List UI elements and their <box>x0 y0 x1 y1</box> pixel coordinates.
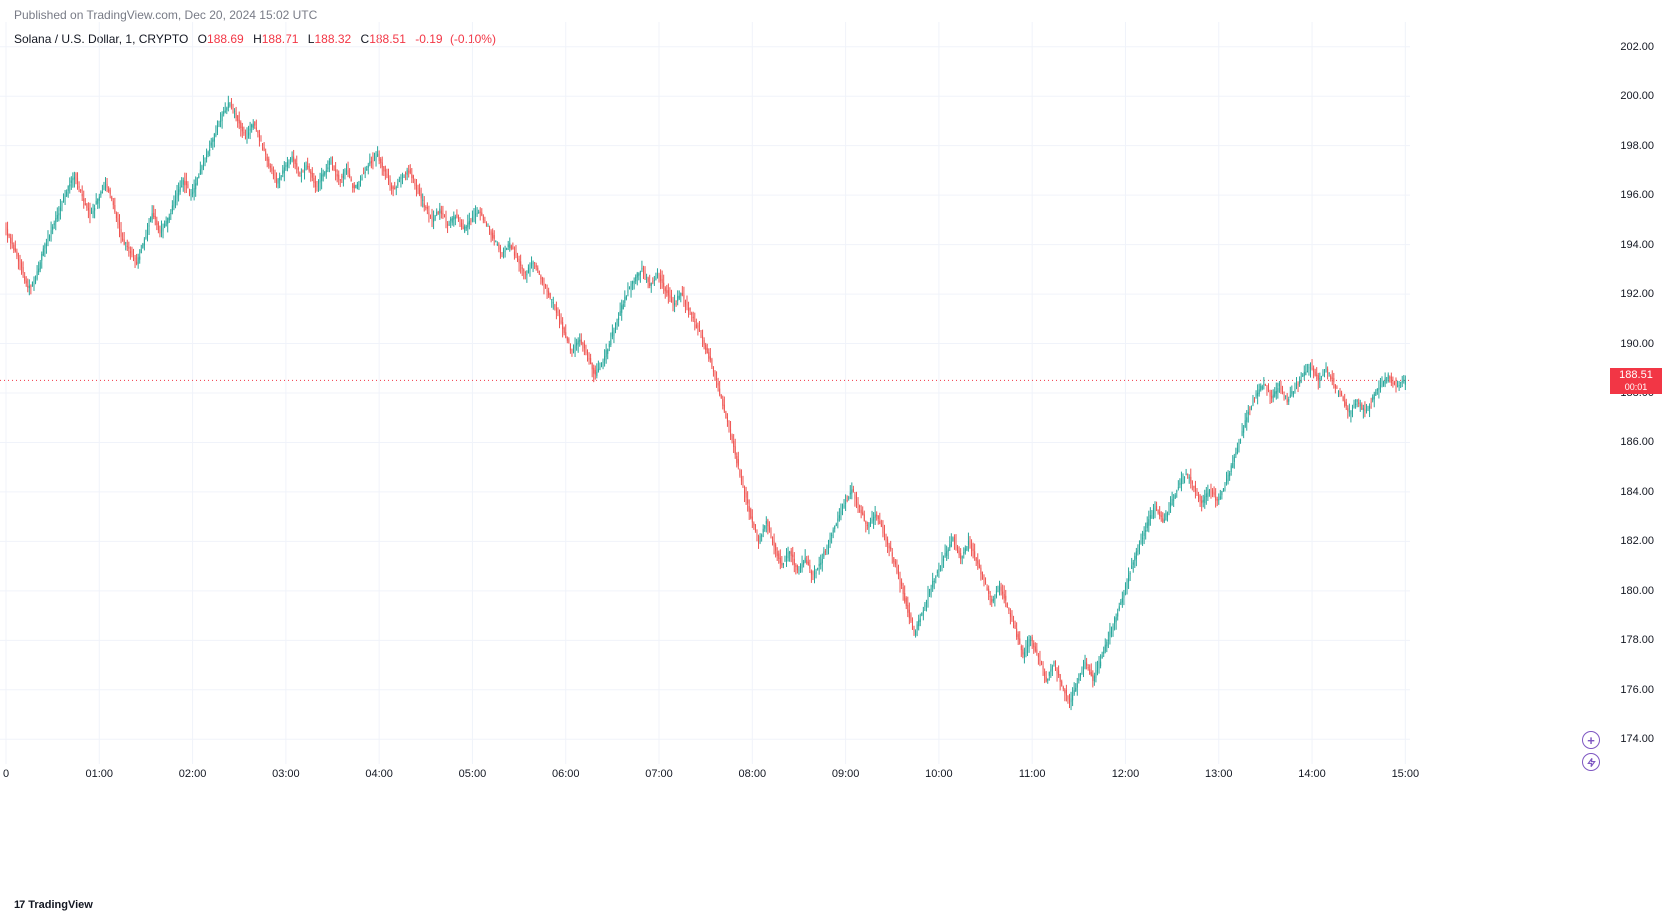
x-tick-label: 08:00 <box>739 768 767 780</box>
settings-icon[interactable] <box>1582 753 1600 771</box>
tv-glyph: 17 <box>14 899 24 911</box>
x-tick-label: 14:00 <box>1298 768 1326 780</box>
x-tick-label: 04:00 <box>365 768 393 780</box>
y-tick-label: 184.00 <box>1620 486 1654 498</box>
x-tick-label: 13:00 <box>1205 768 1233 780</box>
last-price-marker: 188.5100:01 <box>1610 368 1662 394</box>
y-tick-label: 192.00 <box>1620 288 1654 300</box>
x-tick-label: 02:00 <box>179 768 207 780</box>
tradingview-logo: 17TradingView <box>14 899 93 911</box>
y-tick-label: 196.00 <box>1620 189 1654 201</box>
x-tick-label: 0 <box>3 768 9 780</box>
x-tick-label: 12:00 <box>1112 768 1140 780</box>
y-tick-label: 182.00 <box>1620 535 1654 547</box>
x-tick-label: 15:00 <box>1392 768 1420 780</box>
add-indicator-icon[interactable]: + <box>1582 731 1600 749</box>
x-tick-label: 01:00 <box>86 768 114 780</box>
y-axis[interactable]: 174.00 176.00 178.00 180.00 182.00 184.00 186.… <box>1606 22 1662 764</box>
x-tick-label: 07:00 <box>645 768 673 780</box>
x-tick-label: 11:00 <box>1019 768 1046 780</box>
publish-header: Published on TradingView.com, Dec 20, 20… <box>14 8 317 22</box>
y-tick-label: 180.00 <box>1620 585 1654 597</box>
y-tick-label: 194.00 <box>1620 239 1654 251</box>
x-tick-label: 05:00 <box>459 768 487 780</box>
y-tick-label: 178.00 <box>1620 634 1654 646</box>
y-tick-label: 202.00 <box>1620 41 1654 53</box>
x-tick-label: 10:00 <box>925 768 953 780</box>
x-tick-label: 09:00 <box>832 768 860 780</box>
y-tick-label: 174.00 <box>1620 733 1654 745</box>
x-axis[interactable]: 0 01:00 02:00 03:00 04:00 05:00 06:00 07:00 08:0… <box>0 764 1410 786</box>
y-tick-label: 186.00 <box>1620 436 1654 448</box>
candlestick-chart[interactable] <box>0 22 1410 764</box>
x-tick-label: 06:00 <box>552 768 580 780</box>
y-tick-label: 176.00 <box>1620 684 1654 696</box>
y-tick-label: 190.00 <box>1620 338 1654 350</box>
x-tick-label: 03:00 <box>272 768 300 780</box>
y-tick-label: 198.00 <box>1620 140 1654 152</box>
y-tick-label: 200.00 <box>1620 90 1654 102</box>
